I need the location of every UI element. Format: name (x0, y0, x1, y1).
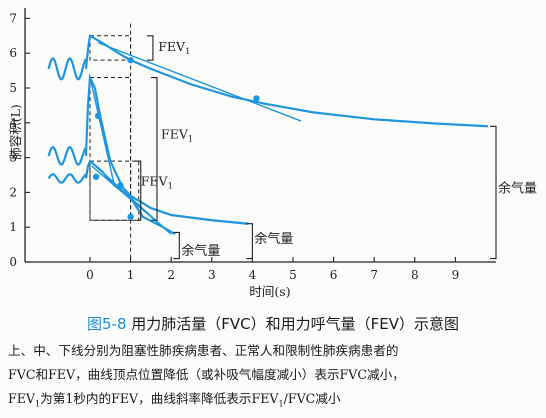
lower-fev1-point (117, 182, 124, 189)
volume-curves (47, 34, 488, 236)
figure-title: 用力肺活量（FVC）和用力呼气量（FEV）示意图 (131, 315, 459, 333)
reference-lines (89, 23, 140, 262)
lower-breathing-wave (47, 173, 87, 184)
note-fev-text: FEV (8, 391, 36, 406)
middle-fev1-bracket (150, 77, 158, 221)
upper-breathing-wave (47, 57, 87, 81)
upper-fev1-label: FEV1 (158, 39, 190, 57)
note-line-3: FEV1为第1秒内的FEV，曲线斜率降低表示FEV1/FVC减小 (8, 389, 544, 415)
note-line-1: 上、中、下线分别为阻塞性肺疾病患者、正常人和限制性肺疾病患者的 (8, 343, 399, 358)
upper-residual-label: 余气量 (498, 180, 537, 196)
upper-fev1-box (89, 35, 132, 61)
lower-mid-point (127, 213, 134, 220)
middle-residual-bracket (246, 223, 253, 260)
upper-fev1-bracket (146, 35, 154, 61)
y-axis-label: 肺容积(L) (8, 104, 23, 160)
lower-fev1-box (89, 160, 140, 221)
middle-slope-point (94, 112, 102, 120)
note-fev-subscript: 1 (35, 399, 41, 409)
figure-caption: 图5-8 用力肺活量（FVC）和用力呼气量（FEV）示意图 (0, 313, 546, 334)
figure-number: 图5-8 (86, 315, 127, 333)
note-line-2: FVC和FEV，曲线顶点位置降低（或补吸气幅度减小）表示FVC减小， (8, 367, 405, 382)
x-tick-label: 4 (249, 268, 257, 282)
middle-breathing-wave (47, 145, 87, 166)
x-axis-label: 时间(s) (249, 284, 290, 299)
y-tick-label: 1 (9, 220, 17, 234)
y-tick-label: 4 (9, 116, 17, 130)
y-tick-label: 3 (9, 151, 17, 165)
x-tick-label: 3 (208, 268, 216, 282)
x-tick-label: 0 (86, 268, 94, 282)
x-tick-label: 7 (370, 268, 378, 282)
y-tick-label: 7 (9, 11, 17, 25)
middle-fev1-label: FEV1 (161, 126, 193, 144)
lower-residual-label: 余气量 (181, 243, 220, 259)
upper-expiration-curve (84, 34, 488, 128)
note-fvc-text: /FVC减小 (283, 391, 341, 406)
upper-slope-point (253, 95, 260, 102)
middle-slope-line (90, 80, 116, 186)
upper-fev1-point (127, 56, 134, 64)
lower-residual-bracket (173, 231, 180, 260)
y-tick-label: 2 (9, 185, 17, 199)
upper-residual-bracket (490, 125, 497, 260)
middle-residual-label: 余气量 (254, 231, 293, 247)
x-tick-label: 6 (330, 268, 338, 282)
chart-axes: 0 1 2 3 4 5 6 7 0 1 2 3 4 5 6 7 8 9 (9, 7, 496, 282)
note-fev-desc: 为第1秒内的FEV，曲线斜率降低表示FEV (40, 391, 279, 406)
y-tick-label: 0 (9, 255, 17, 269)
x-tick-label: 8 (411, 268, 419, 282)
fvc-fev-chart: 0 1 2 3 4 5 6 7 0 1 2 3 4 5 6 7 8 9 FEV1 余气量 FEV1 余气量 FEV1 余气量… (8, 7, 537, 299)
upper-slope-line (97, 42, 302, 122)
x-tick-label: 9 (452, 268, 460, 282)
lower-fev1-label: FEV1 (141, 173, 173, 191)
x-tick-label: 1 (127, 268, 135, 282)
note-fev-subscript-2: 1 (278, 399, 284, 409)
middle-expiration-curve (84, 73, 249, 225)
annotation-brackets: FEV1 余气量 FEV1 余气量 FEV1 余气量 (134, 35, 537, 260)
lower-fev1-bracket (134, 160, 142, 221)
lower-slope-point (92, 173, 100, 180)
y-tick-label: 5 (9, 81, 17, 95)
x-tick-label: 5 (289, 268, 297, 282)
lower-slope-line-2 (91, 165, 170, 233)
x-tick-label: 2 (167, 268, 175, 282)
y-tick-label: 6 (9, 46, 17, 60)
